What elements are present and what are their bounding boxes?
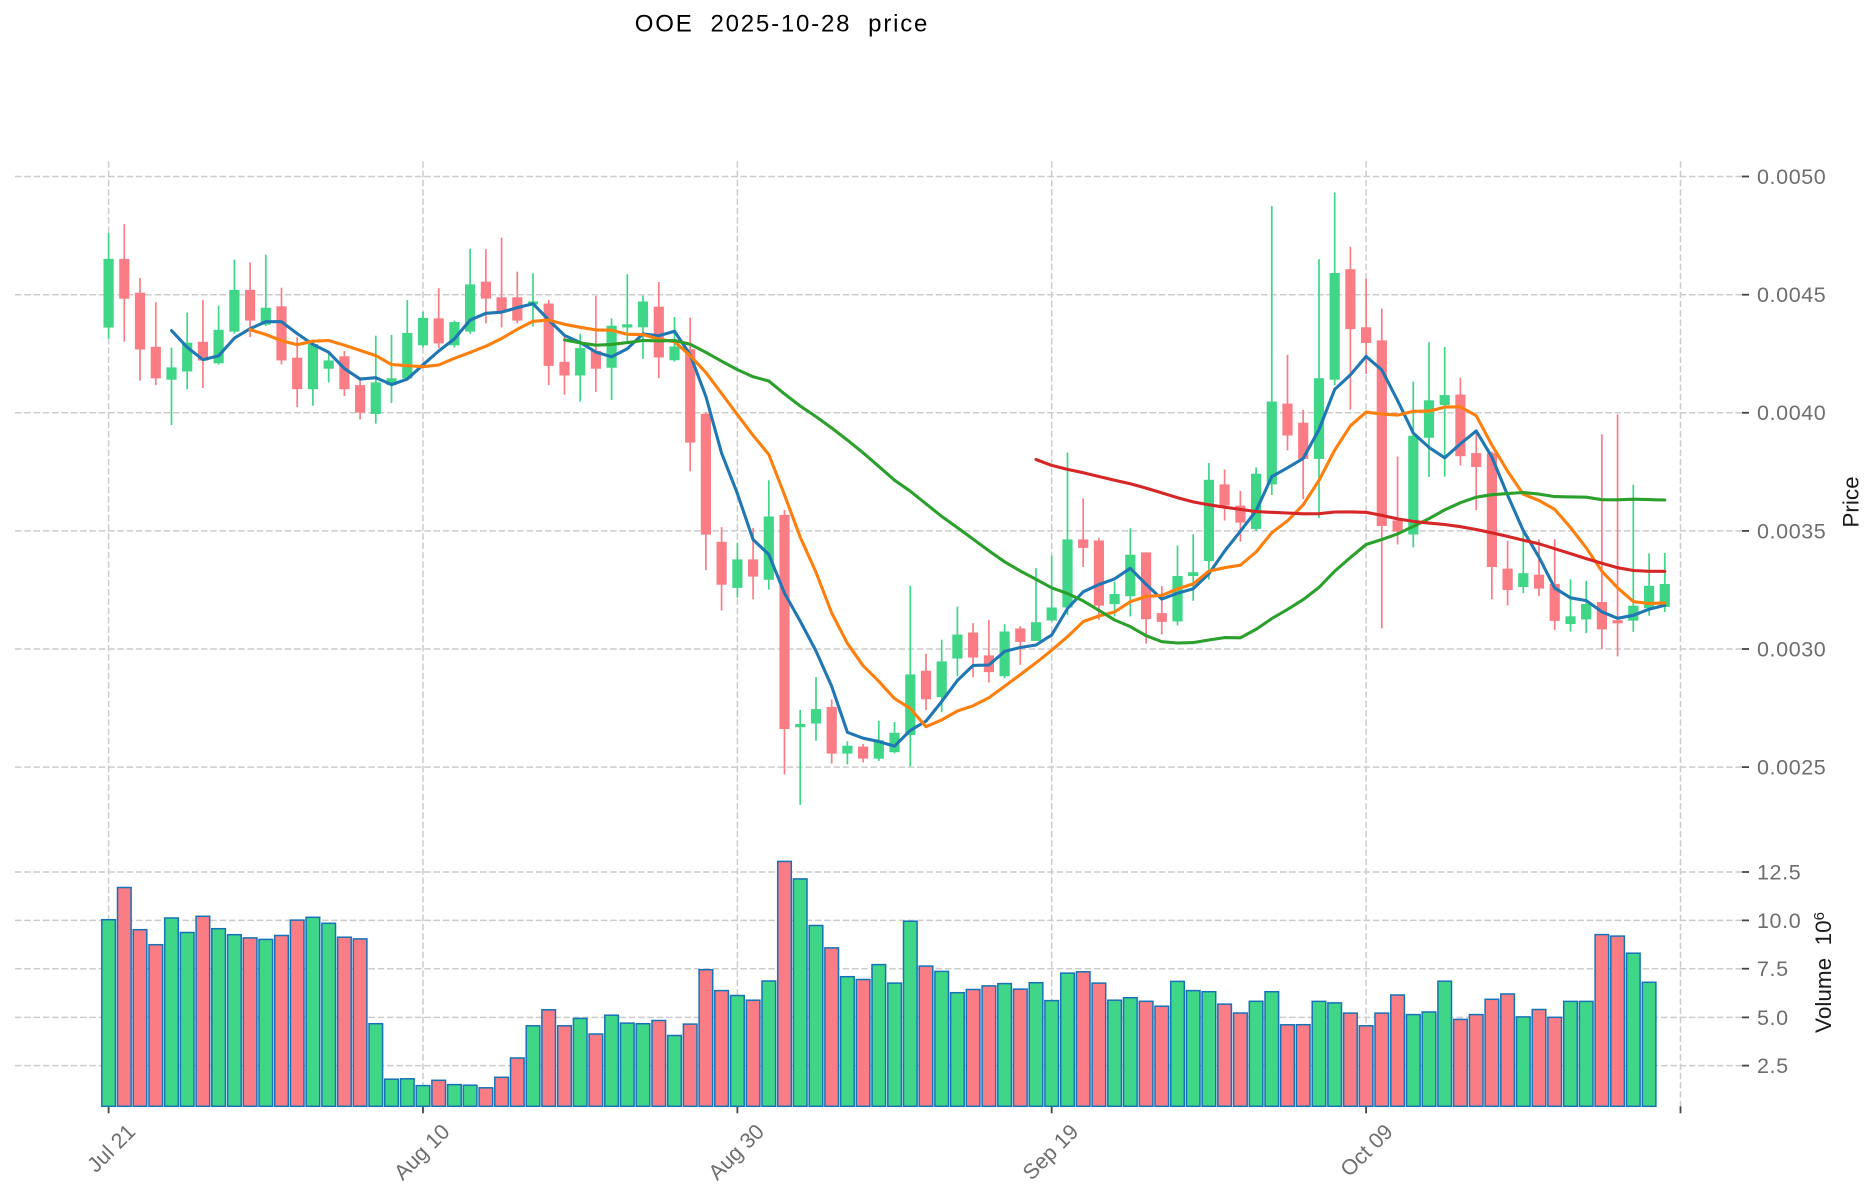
svg-text:0.0030: 0.0030 bbox=[1757, 637, 1826, 661]
svg-text:Price: Price bbox=[1838, 476, 1863, 527]
svg-text:Volume 106: Volume 106 bbox=[1811, 912, 1836, 1033]
svg-text:0.0035: 0.0035 bbox=[1757, 519, 1826, 543]
svg-text:OOE 2025-10-28 price: OOE 2025-10-28 price bbox=[635, 11, 929, 38]
svg-text:0.0040: 0.0040 bbox=[1757, 401, 1826, 425]
svg-text:5.0: 5.0 bbox=[1757, 1006, 1789, 1030]
svg-text:12.5: 12.5 bbox=[1757, 860, 1801, 884]
svg-text:7.5: 7.5 bbox=[1757, 957, 1789, 981]
svg-text:0.0050: 0.0050 bbox=[1757, 165, 1826, 189]
svg-text:10.0: 10.0 bbox=[1757, 909, 1801, 933]
svg-text:2.5: 2.5 bbox=[1757, 1054, 1789, 1078]
svg-text:0.0025: 0.0025 bbox=[1757, 756, 1826, 780]
svg-text:0.0045: 0.0045 bbox=[1757, 283, 1826, 307]
